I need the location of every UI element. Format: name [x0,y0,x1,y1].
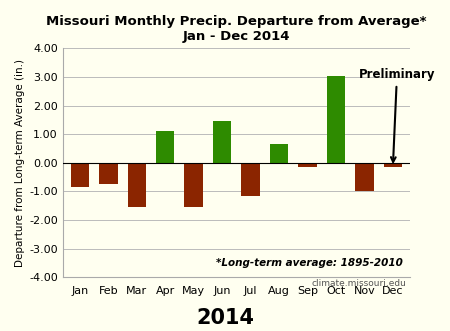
Bar [270,144,288,163]
Bar [384,163,402,167]
Bar [184,163,203,207]
Y-axis label: Departure from Long-term Average (in.): Departure from Long-term Average (in.) [15,59,25,267]
Bar [298,163,317,167]
Bar [99,163,117,184]
Text: Preliminary: Preliminary [359,68,435,162]
Bar [213,121,231,163]
Bar [355,163,374,191]
Text: climate.missouri.edu: climate.missouri.edu [311,279,406,288]
Title: Missouri Monthly Precip. Departure from Average*
Jan - Dec 2014: Missouri Monthly Precip. Departure from … [46,15,427,43]
Bar [71,163,89,187]
Bar [156,131,175,163]
Bar [241,163,260,196]
Text: 2014: 2014 [196,308,254,328]
Bar [327,75,345,163]
Text: *Long-term average: 1895-2010: *Long-term average: 1895-2010 [216,258,402,268]
Bar [127,163,146,207]
